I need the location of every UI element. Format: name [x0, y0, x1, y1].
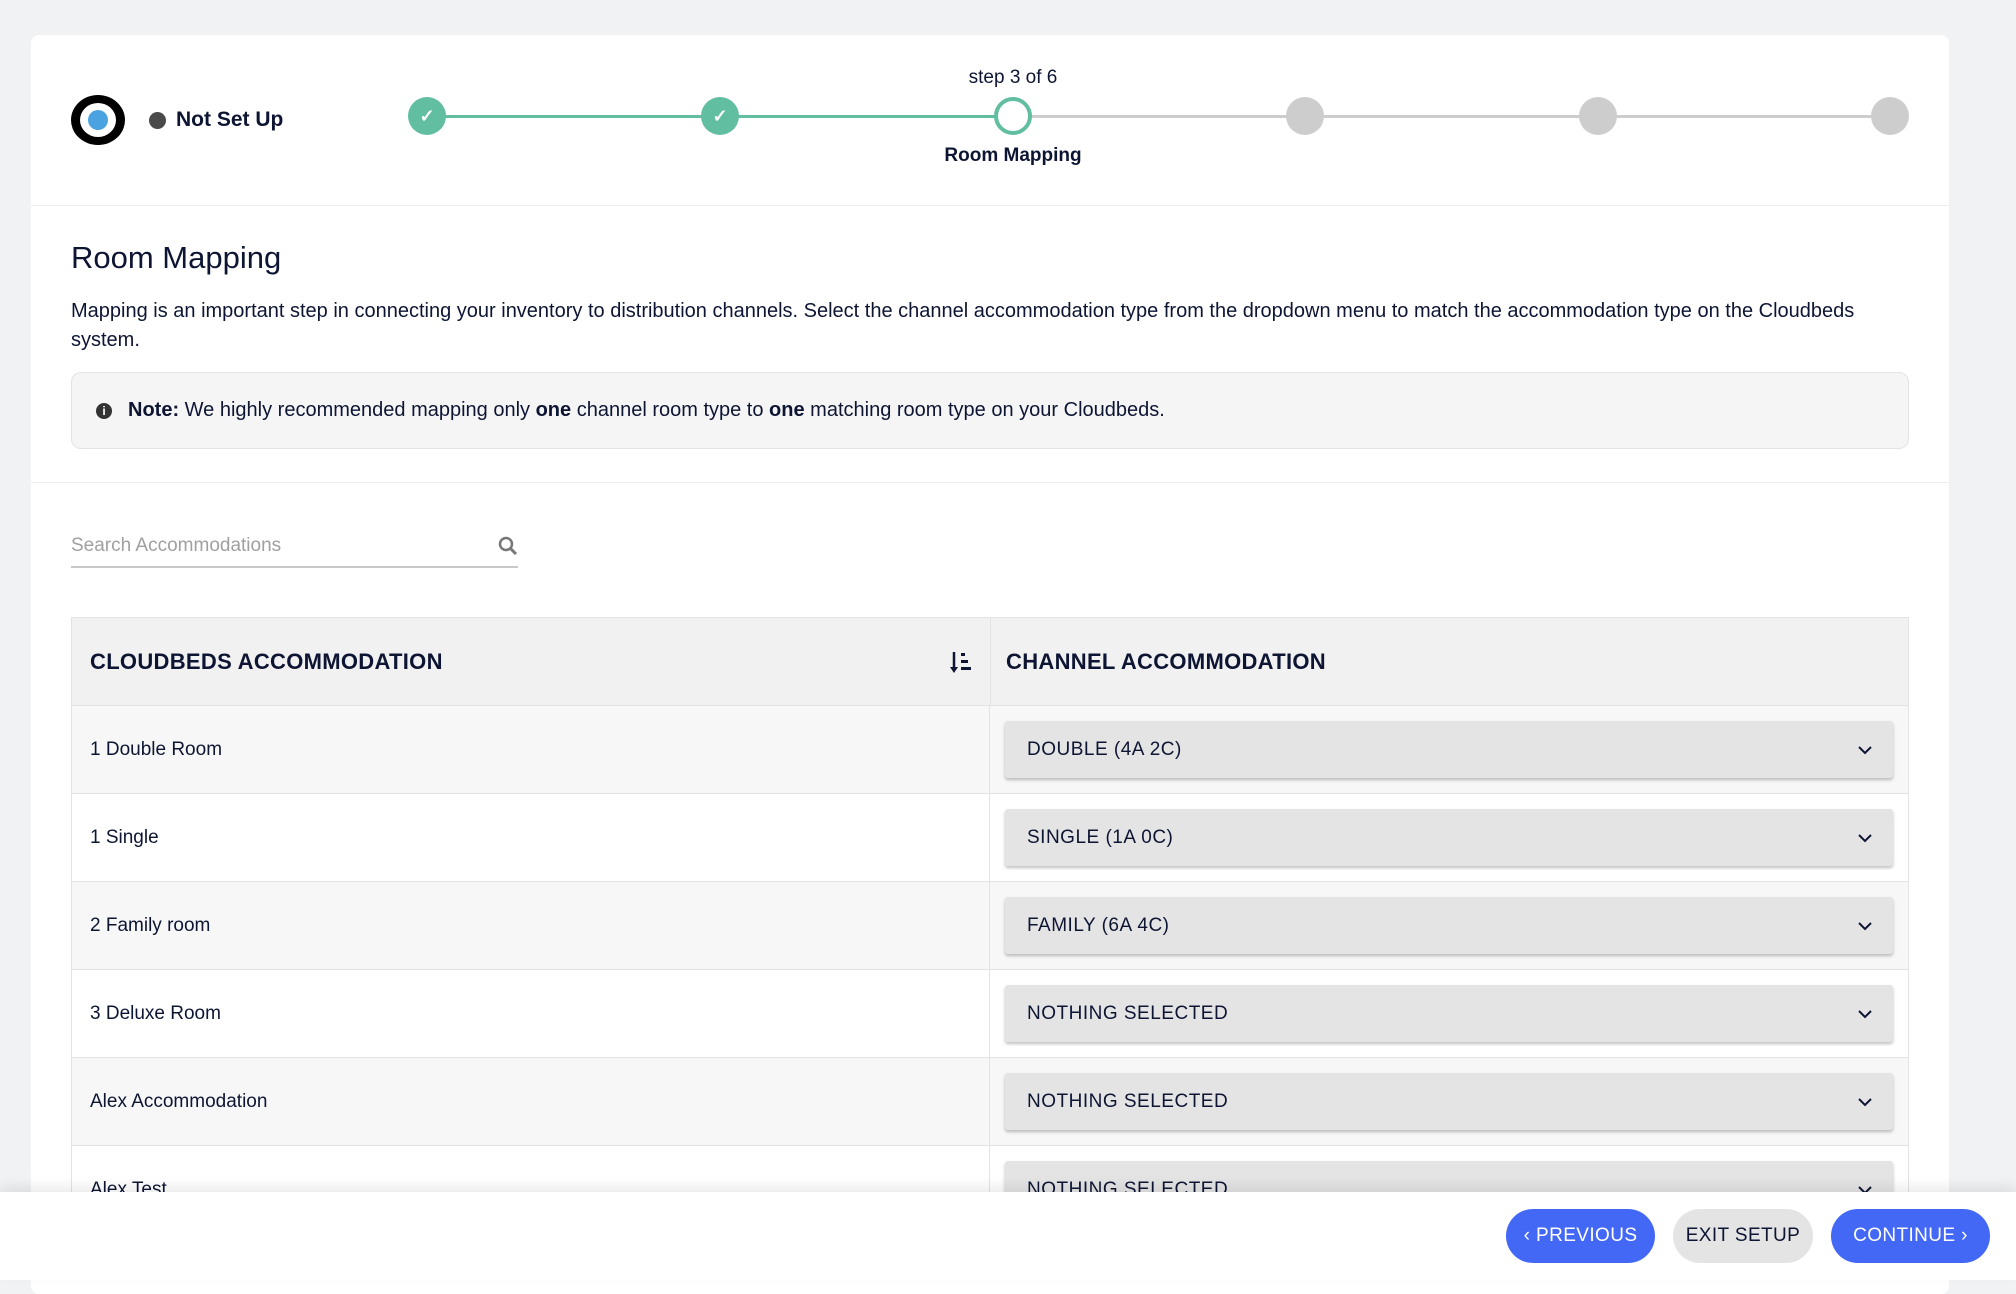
step-counter: step 3 of 6: [968, 67, 1058, 88]
logo: [71, 95, 125, 145]
check-icon: ✓: [712, 105, 728, 126]
step-4: [1286, 97, 1324, 135]
table-header: CLOUDBEDS ACCOMMODATION CHANNEL ACCOMMOD…: [72, 618, 1908, 706]
divider: [31, 482, 1949, 483]
channel-accommodation-select[interactable]: NOTHING SELECTED: [1005, 1073, 1893, 1130]
table-row: 2 Family room FAMILY (6A 4C): [72, 882, 1908, 970]
cloudbeds-accommodation: 1 Double Room: [72, 706, 990, 793]
table-row: 1 Single SINGLE (1A 0C): [72, 794, 1908, 882]
chevron-down-icon: [1858, 745, 1872, 754]
setup-card: Not Set Up ✓ ✓ step 3 of 6 Room Mapping …: [31, 35, 1949, 1294]
chevron-down-icon: [1858, 833, 1872, 842]
note-text: Note: We highly recommended mapping only…: [128, 399, 1165, 421]
step-2: ✓: [701, 97, 739, 135]
search-input[interactable]: [71, 534, 498, 557]
selected-value: NOTHING SELECTED: [1027, 1002, 1229, 1024]
cloudbeds-accommodation: 1 Single: [72, 794, 990, 881]
selected-value: NOTHING SELECTED: [1027, 1090, 1229, 1112]
previous-button[interactable]: ‹ PREVIOUS: [1506, 1209, 1655, 1263]
channel-accommodation-select[interactable]: SINGLE (1A 0C): [1005, 809, 1893, 866]
footer-bar: ‹ PREVIOUS EXIT SETUP CONTINUE ›: [0, 1192, 2016, 1280]
continue-button[interactable]: CONTINUE ›: [1831, 1209, 1990, 1263]
channel-accommodation-select[interactable]: NOTHING SELECTED: [1005, 985, 1893, 1042]
chevron-down-icon: [1858, 1097, 1872, 1106]
mapping-table: CLOUDBEDS ACCOMMODATION CHANNEL ACCOMMOD…: [71, 617, 1909, 1235]
channel-accommodation-select[interactable]: DOUBLE (4A 2C): [1005, 721, 1893, 778]
exit-setup-button[interactable]: EXIT SETUP: [1673, 1209, 1813, 1263]
page-description: Mapping is an important step in connecti…: [71, 300, 1855, 351]
step-1: ✓: [408, 97, 446, 135]
info-icon: i: [96, 402, 112, 419]
cloudbeds-accommodation: 2 Family room: [72, 882, 990, 969]
column-header-cloudbeds: CLOUDBEDS ACCOMMODATION: [90, 648, 443, 674]
cloudbeds-accommodation: 3 Deluxe Room: [72, 970, 990, 1057]
sort-icon[interactable]: [950, 650, 972, 674]
setup-header: Not Set Up ✓ ✓ step 3 of 6 Room Mapping: [31, 35, 1949, 206]
step-3: [994, 97, 1032, 135]
table-row: 1 Double Room DOUBLE (4A 2C): [72, 706, 1908, 794]
check-icon: ✓: [419, 105, 435, 126]
chevron-down-icon: [1858, 921, 1872, 930]
table-row: 3 Deluxe Room NOTHING SELECTED: [72, 970, 1908, 1058]
table-row: Alex Accommodation NOTHING SELECTED: [72, 1058, 1908, 1146]
search-field: [71, 525, 518, 568]
selected-value: FAMILY (6A 4C): [1027, 914, 1170, 936]
selected-value: DOUBLE (4A 2C): [1027, 738, 1182, 760]
setup-status: Not Set Up: [149, 108, 283, 132]
channel-accommodation-select[interactable]: FAMILY (6A 4C): [1005, 897, 1893, 954]
cloudbeds-accommodation: Alex Accommodation: [72, 1058, 990, 1145]
step-5: [1579, 97, 1617, 135]
page-title: Room Mapping: [71, 240, 282, 275]
search-icon[interactable]: [498, 536, 518, 556]
chevron-down-icon: [1858, 1009, 1872, 1018]
column-header-channel: CHANNEL ACCOMMODATION: [1006, 648, 1326, 674]
status-text: Not Set Up: [176, 108, 284, 131]
selected-value: SINGLE (1A 0C): [1027, 826, 1174, 848]
status-dot-icon: [149, 111, 166, 129]
current-step-label: Room Mapping: [944, 145, 1082, 166]
progress-line-remaining: [1013, 115, 1890, 118]
note-box: i Note: We highly recommended mapping on…: [71, 372, 1909, 449]
step-6: [1871, 97, 1909, 135]
